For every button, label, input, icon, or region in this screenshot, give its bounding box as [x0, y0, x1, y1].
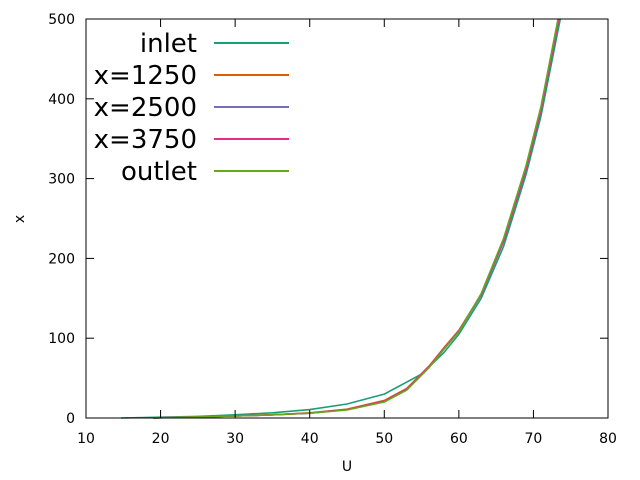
y-tick-label-3: 300	[48, 172, 75, 188]
y-tick-label-1: 100	[48, 331, 75, 347]
x-ticks-group: 10 20 30 40 50 60 70 80	[77, 19, 617, 447]
x-tick-label-1: 20	[152, 431, 170, 447]
x-tick-label-0: 10	[77, 431, 95, 447]
y-ticks-group: 0 100 200 300 400 500	[48, 12, 608, 427]
x-tick-label-6: 70	[525, 431, 543, 447]
plot-frame	[85, 18, 609, 419]
x-tick-label-4: 50	[375, 431, 393, 447]
y-axis-title: x	[12, 215, 28, 223]
legend-label-3: x=3750	[94, 125, 197, 155]
x-tick-label-2: 30	[226, 431, 244, 447]
x-tick-label-7: 80	[599, 431, 617, 447]
series-line-2	[153, 18, 560, 419]
y-tick-label-5: 500	[48, 12, 75, 28]
series-line-4	[153, 18, 559, 419]
series-line-3	[153, 18, 560, 419]
legend-label-4: outlet	[121, 157, 197, 187]
y-tick-label-2: 200	[48, 251, 75, 267]
x-tick-label-3: 40	[301, 431, 319, 447]
curves-group	[120, 18, 562, 419]
legend-label-1: x=1250	[94, 61, 197, 91]
x-axis-title: U	[342, 459, 352, 475]
y-tick-label-4: 400	[48, 92, 75, 108]
series-line-1	[153, 18, 560, 419]
legend-label-2: x=2500	[94, 93, 197, 123]
legend-label-0: inlet	[140, 29, 197, 59]
y-tick-label-0: 0	[66, 411, 75, 427]
x-tick-label-5: 60	[450, 431, 468, 447]
